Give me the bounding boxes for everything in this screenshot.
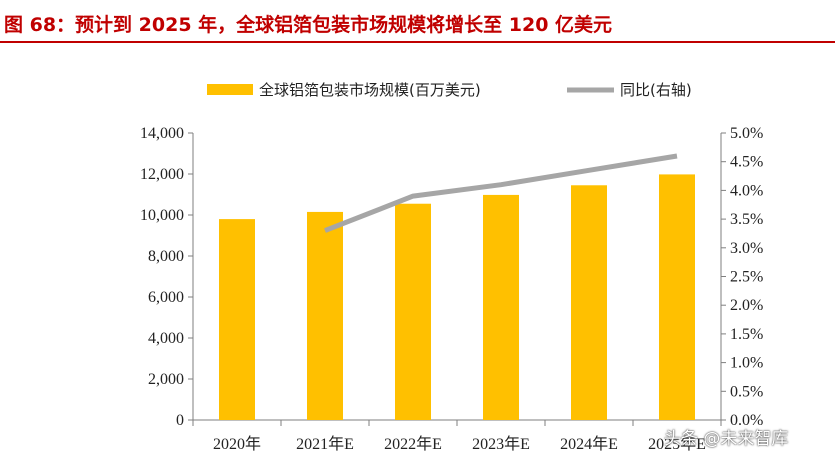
y-left-tick-label: 0: [176, 412, 184, 429]
y-right-tick-label: 0.5%: [730, 383, 763, 400]
y-right-tick-label: 2.5%: [730, 269, 763, 286]
y-right-tick-label: 5.0%: [730, 125, 763, 142]
y-right-tick-label: 1.5%: [730, 326, 763, 343]
y-right-tick-label: 3.5%: [730, 211, 763, 228]
bar-2023年E: [483, 194, 519, 420]
y-left-tick-label: 12,000: [140, 166, 184, 183]
y-right-tick-label: 1.0%: [730, 355, 763, 372]
x-tick-label: 2020年: [213, 435, 261, 453]
yoy-line: [324, 153, 678, 233]
bars: [219, 174, 695, 420]
legend-bar-label: 全球铝箔包装市场规模(百万美元): [259, 81, 481, 99]
bar-2021年E: [307, 211, 343, 420]
axes: 0 2,000 4,000 6,000 8,000 10,000 12,000 14,000 0…: [140, 125, 763, 453]
y-left-tick-label: 6,000: [148, 289, 184, 306]
figure-title: 图 68：预计到 2025 年，全球铝箔包装市场规模将增长至 120 亿美元: [4, 14, 613, 36]
y-right-tick-label: 4.5%: [730, 154, 763, 171]
legend-bar-swatch: [207, 84, 253, 95]
legend-line-label: 同比(右轴): [620, 81, 692, 99]
y-left-tick-label: 2,000: [148, 371, 184, 388]
y-left-tick-label: 4,000: [148, 330, 184, 347]
watermark: 头条 @未来智库: [664, 429, 789, 449]
x-tick-label: 2021年E: [296, 435, 354, 453]
y-right-tick-label: 2.0%: [730, 297, 763, 314]
legend: 全球铝箔包装市场规模(百万美元) 同比(右轴): [207, 81, 692, 99]
y-right-tick-label: 3.0%: [730, 240, 763, 257]
x-tick-label: 2024年E: [560, 435, 618, 453]
bar-2022年E: [395, 203, 431, 420]
yoy-line-path: [324, 153, 678, 233]
y-right-tick-label: 0.0%: [730, 412, 763, 429]
title-divider: [0, 41, 835, 43]
bar-2024年E: [571, 185, 607, 420]
x-tick-label: 2022年E: [384, 435, 442, 453]
x-tick-label: 2025年E: [648, 435, 706, 453]
y-right-tick-label: 4.0%: [730, 182, 763, 199]
y-left-tick-label: 14,000: [140, 125, 184, 142]
bar-2020年: [219, 219, 255, 420]
bar-2025年E: [659, 174, 695, 420]
x-tick-label: 2023年E: [472, 435, 530, 453]
y-left-tick-label: 8,000: [148, 248, 184, 265]
y-left-tick-label: 10,000: [140, 207, 184, 224]
